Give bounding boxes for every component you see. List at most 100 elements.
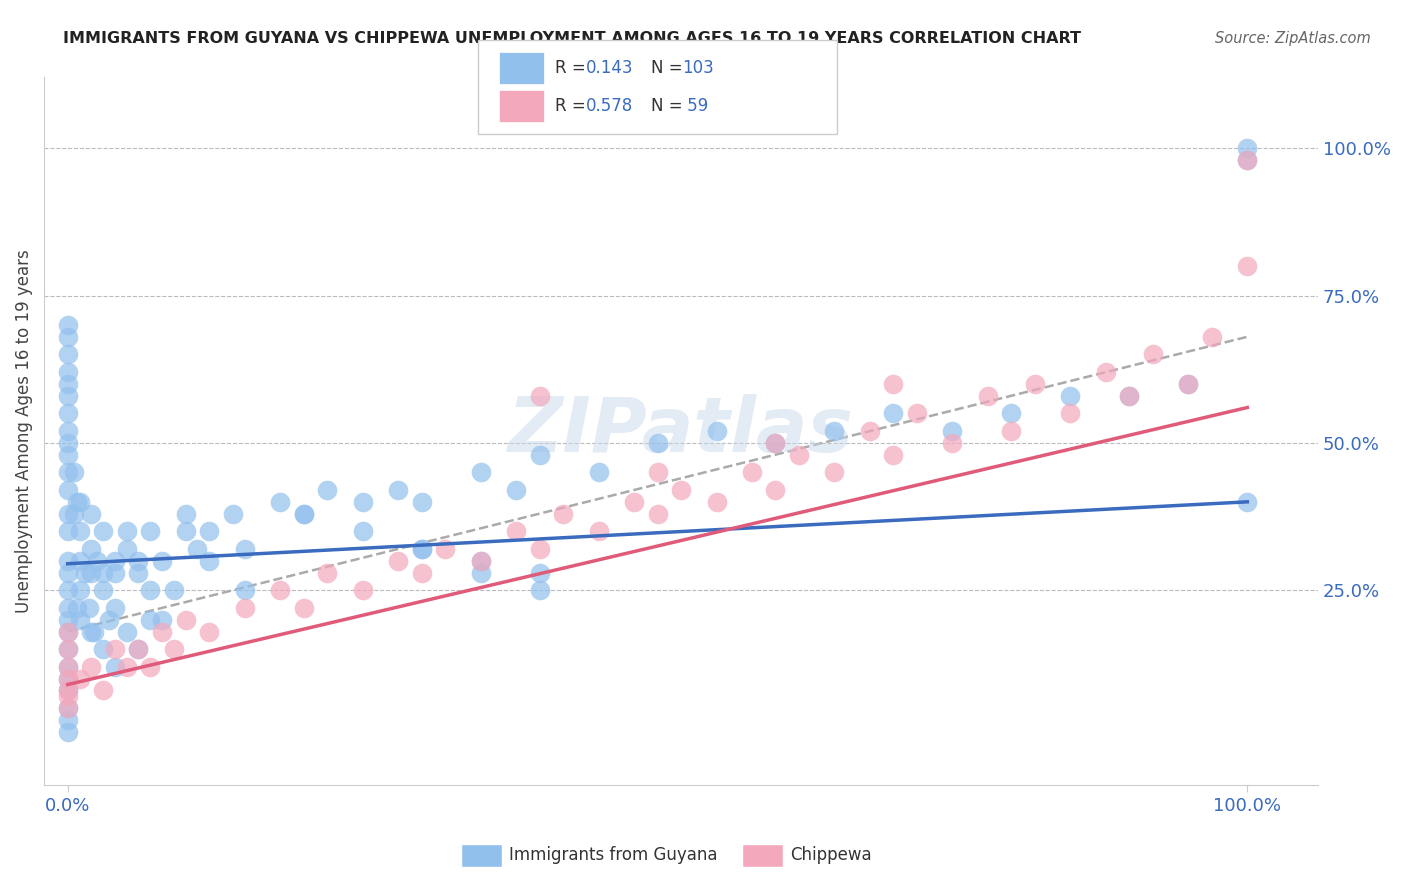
Point [56,683,79,698]
Point [505,524,527,539]
Point [529,448,551,462]
Point [1201,330,1223,344]
Point [269,495,291,509]
Point [56,389,79,403]
Point [139,524,162,539]
Point [1024,376,1046,391]
Point [62,507,84,521]
Point [56,701,79,715]
Point [56,376,79,391]
Point [69,583,91,598]
Point [387,554,409,568]
Point [75,566,97,580]
Point [56,507,79,521]
Point [80,660,103,674]
Point [647,466,669,480]
Y-axis label: Unemployment Among Ages 16 to 19 years: Unemployment Among Ages 16 to 19 years [15,249,32,613]
Point [91,566,114,580]
Point [104,601,127,615]
Point [470,554,492,568]
Point [127,554,149,568]
Point [56,713,79,727]
Point [411,541,433,556]
Point [529,583,551,598]
Point [647,507,669,521]
Point [56,347,79,361]
Text: 103: 103 [682,60,714,78]
Point [1059,389,1081,403]
Point [139,613,162,627]
Point [882,376,904,391]
Point [706,424,728,438]
Point [56,701,79,715]
Point [56,672,79,686]
Point [91,683,114,698]
Point [316,483,339,497]
Point [115,541,138,556]
Point [824,466,846,480]
Point [127,642,149,657]
Point [56,524,79,539]
Point [529,541,551,556]
Point [1000,424,1022,438]
Point [269,583,291,598]
Point [765,483,787,497]
Point [352,495,374,509]
Point [83,624,105,639]
Point [98,613,121,627]
Point [233,541,256,556]
Point [56,724,79,739]
Point [56,566,79,580]
Point [56,601,79,615]
Point [80,624,103,639]
Point [765,436,787,450]
Point [150,613,173,627]
Point [233,601,256,615]
Point [669,483,692,497]
Text: 0.143: 0.143 [586,60,634,78]
Point [91,642,114,657]
Point [56,424,79,438]
Point [56,365,79,379]
Text: 0.578: 0.578 [586,96,634,114]
Point [69,554,91,568]
Point [56,660,79,674]
Point [1236,259,1258,273]
Point [56,660,79,674]
Point [198,624,221,639]
Point [529,566,551,580]
Point [1142,347,1164,361]
Point [647,436,669,450]
Point [150,624,173,639]
Text: R =: R = [555,60,592,78]
Point [115,624,138,639]
Point [977,389,1000,403]
Text: N =: N = [651,60,688,78]
Point [56,683,79,698]
Point [127,642,149,657]
Point [1118,389,1140,403]
Text: 59: 59 [682,96,709,114]
Point [741,466,763,480]
Text: Immigrants from Guyana: Immigrants from Guyana [509,847,717,864]
Point [505,483,527,497]
Point [56,330,79,344]
Point [91,583,114,598]
Point [86,554,108,568]
Point [553,507,575,521]
Point [352,524,374,539]
Point [292,601,315,615]
Point [139,660,162,674]
Point [411,541,433,556]
Point [56,624,79,639]
Point [115,524,138,539]
Text: Chippewa: Chippewa [790,847,872,864]
Point [56,642,79,657]
Point [56,448,79,462]
Point [588,466,610,480]
Point [69,495,91,509]
Point [186,541,208,556]
Point [56,554,79,568]
Point [882,448,904,462]
Point [787,448,810,462]
